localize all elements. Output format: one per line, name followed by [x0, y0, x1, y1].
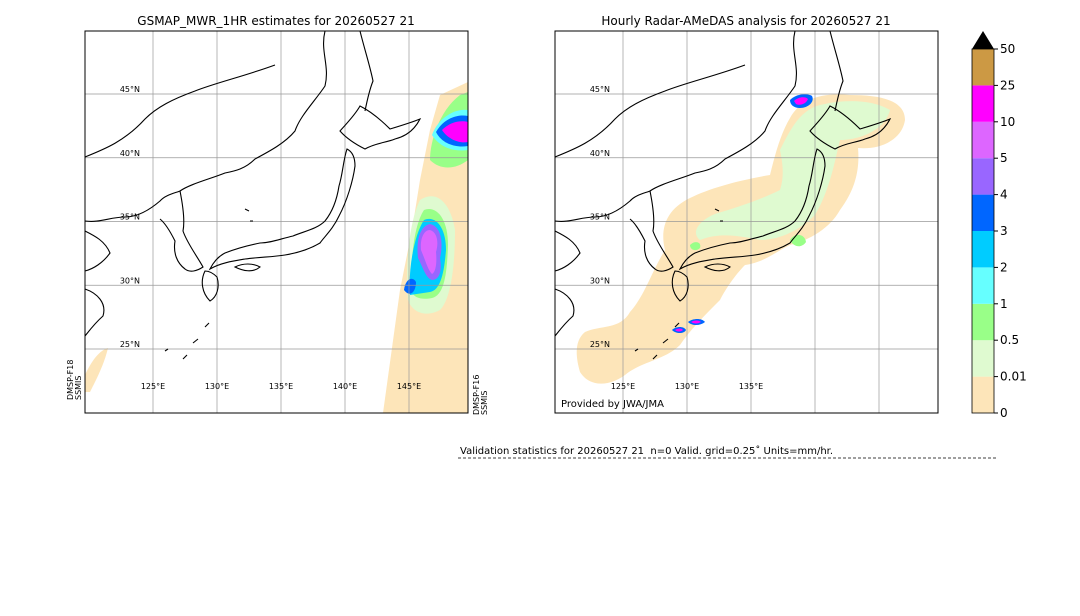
validation-text: Validation statistics for 20260527 21 n=… [460, 445, 833, 457]
lon-label: 135°E [739, 382, 763, 391]
map-border [84, 30, 469, 414]
color-swatch [972, 194, 994, 231]
color-swatch [972, 267, 994, 304]
grid: 45°N40°N35°N30°N25°N125°E130°E135°E140°E… [85, 31, 468, 413]
lat-label: 45°N [590, 85, 610, 94]
precip-right [576, 94, 905, 384]
colorbar-label: 0 [1000, 406, 1008, 420]
lon-label: 140°E [333, 382, 357, 391]
color-swatch [972, 158, 994, 195]
lon-label: 130°E [675, 382, 699, 391]
map-border [554, 30, 939, 414]
lon-label: 135°E [269, 382, 293, 391]
color-swatch [972, 85, 994, 122]
lat-label: 40°N [120, 149, 140, 158]
left-map: 45°N40°N35°N30°N25°N125°E130°E135°E140°E… [66, 14, 489, 415]
lat-label: 45°N [120, 85, 140, 94]
colorbar-label: 25 [1000, 78, 1015, 92]
sensor-label: DMSP-F16 [472, 375, 481, 415]
colorbar-label: 0.5 [1000, 333, 1019, 347]
color-swatch [972, 121, 994, 159]
lat-label: 40°N [590, 149, 610, 158]
color-swatch [972, 231, 994, 268]
lat-label: 25°N [590, 340, 610, 349]
colorbar-label: 4 [1000, 188, 1008, 202]
colorbar-label: 50 [1000, 42, 1015, 56]
lon-label: 130°E [205, 382, 229, 391]
sensor-label: SSMIS [74, 376, 83, 401]
sensor-label: DMSP-F18 [66, 360, 75, 400]
colorbar-label: 5 [1000, 151, 1008, 165]
precip-left [85, 82, 468, 413]
lat-label: 25°N [120, 340, 140, 349]
map-title: GSMAP_MWR_1HR estimates for 20260527 21 [137, 14, 414, 28]
extend-arrow [972, 31, 994, 49]
lon-label: 125°E [611, 382, 635, 391]
colorbar-label: 3 [1000, 224, 1008, 238]
lon-label: 145°E [397, 382, 421, 391]
colorbar: 0 0.01 0.5 1 2 3 4 5 10 25 50 [971, 31, 1027, 420]
color-swatch [972, 303, 994, 341]
sensor-label: SSMIS [480, 391, 489, 416]
colorbar-label: 2 [1000, 260, 1008, 274]
colorbar-label: 10 [1000, 115, 1015, 129]
color-swatch [972, 49, 994, 86]
lon-label: 125°E [141, 382, 165, 391]
lat-label: 30°N [120, 276, 140, 285]
color-swatch [972, 340, 994, 377]
map-title: Hourly Radar-AMeDAS analysis for 2026052… [601, 14, 890, 28]
color-swatch [972, 376, 994, 413]
credit: Provided by JWA/JMA [561, 399, 664, 410]
colorbar-label: 0.01 [1000, 370, 1027, 384]
colorbar-label: 1 [1000, 297, 1008, 311]
lat-label: 30°N [590, 276, 610, 285]
